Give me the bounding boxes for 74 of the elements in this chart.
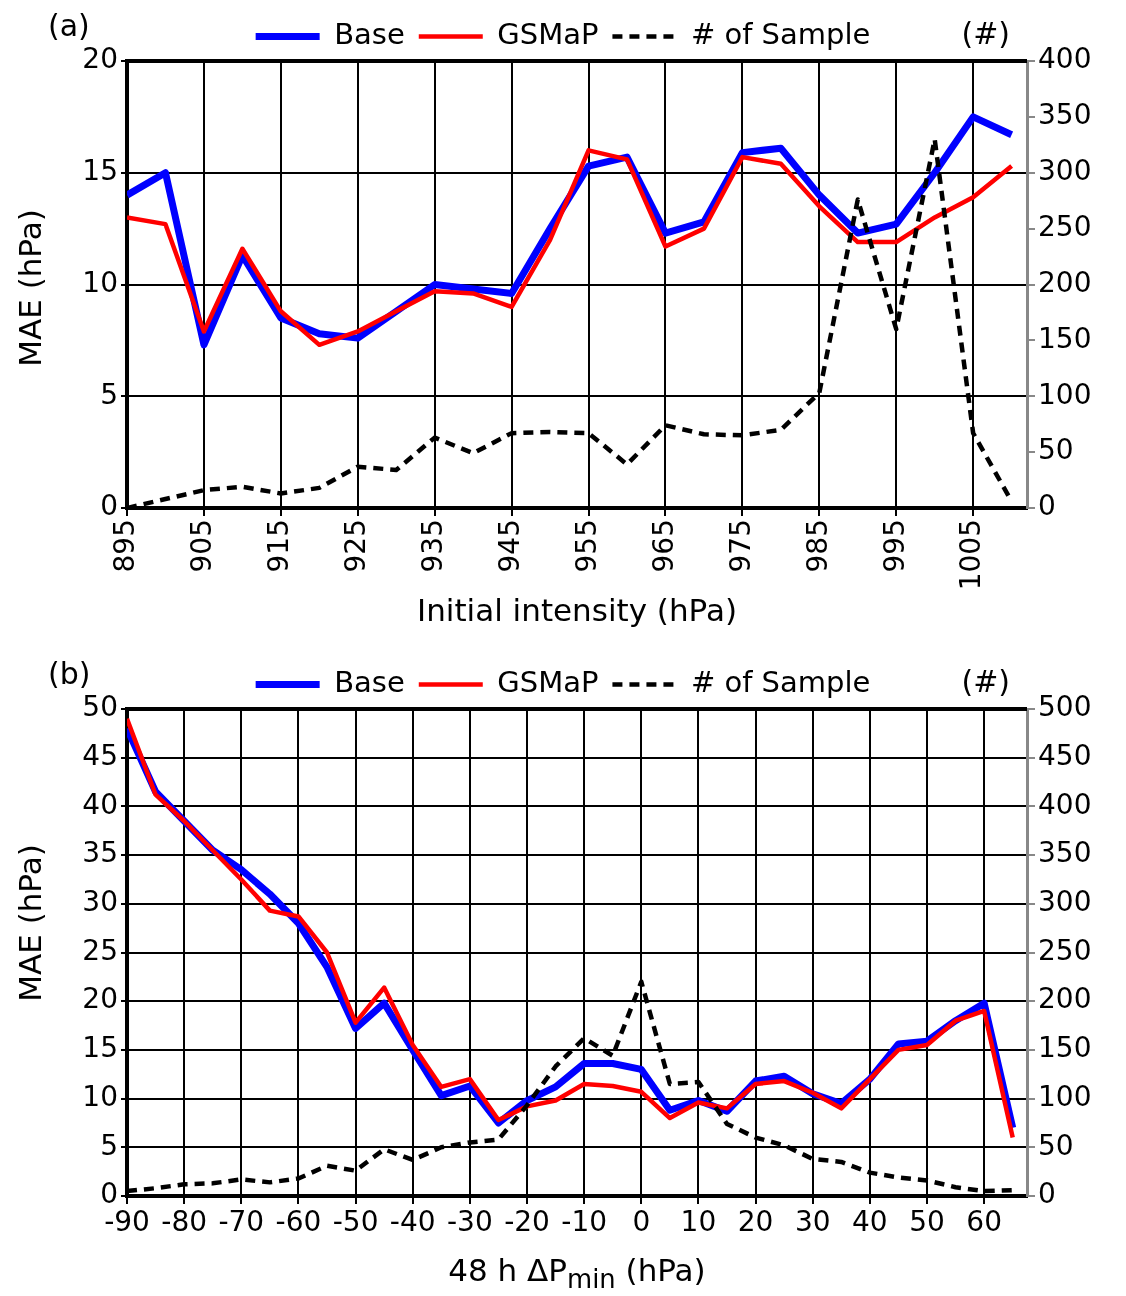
x-tick-label: 915 <box>262 519 296 573</box>
x-tick-label: -60 <box>275 1205 322 1239</box>
x-tick-label: 975 <box>723 519 757 573</box>
y2-tick-label: 500 <box>1038 690 1092 724</box>
y2-tick-label: 0 <box>1038 489 1056 523</box>
y-axis-title: MAE (hPa) <box>12 843 48 1004</box>
x-tick-label: 0 <box>632 1205 651 1239</box>
y2-axis-title: (#) <box>961 663 1010 699</box>
y-tick-label: 10 <box>82 1079 118 1113</box>
y2-tick-label: 350 <box>1038 836 1092 870</box>
text: (a) <box>48 7 90 43</box>
x-tick-label: -30 <box>446 1205 493 1239</box>
y2-tick-label: 400 <box>1038 787 1092 821</box>
legend-label: GSMaP <box>497 665 599 700</box>
x-tick-label: 50 <box>909 1205 945 1239</box>
y-tick-label: 20 <box>82 982 118 1016</box>
y2-tick-label: 450 <box>1038 738 1092 772</box>
y-tick-label: 40 <box>82 787 118 821</box>
y-tick-label: 35 <box>82 836 118 870</box>
legend-label: # of Sample <box>690 665 871 700</box>
y2-tick-label: 0 <box>1038 1177 1056 1211</box>
y2-tick-label: 250 <box>1038 209 1092 243</box>
x-tick-label: -20 <box>504 1205 550 1239</box>
y2-tick-label: 300 <box>1038 154 1092 188</box>
legend-label: GSMaP <box>497 17 599 52</box>
y2-tick-label: 350 <box>1038 98 1092 132</box>
y2-tick-label: 300 <box>1038 885 1092 919</box>
y-tick-label: 30 <box>82 885 118 919</box>
y-tick-label: 45 <box>82 738 118 772</box>
x-axis-title: 48 h ΔP$_{min}$ (hPa) <box>447 1252 707 1295</box>
x-tick-label: 925 <box>339 519 373 573</box>
y2-tick-label: 400 <box>1038 42 1092 76</box>
legend-label: # of Sample <box>690 17 871 52</box>
x-tick-label: -80 <box>161 1205 208 1239</box>
y2-tick-label: 150 <box>1038 321 1092 355</box>
y-tick-label: 15 <box>82 154 118 188</box>
legend-label: Base <box>334 17 405 52</box>
y-axis-title: MAE (hPa) <box>12 208 48 369</box>
y-tick-label: 25 <box>82 933 118 967</box>
x-tick-label: 1005 <box>954 519 988 591</box>
y2-tick-label: 200 <box>1038 982 1092 1016</box>
x-tick-label: 40 <box>852 1205 888 1239</box>
x-tick-label: 955 <box>569 519 603 573</box>
legend-label: Base <box>334 665 405 700</box>
x-tick-label: 965 <box>646 519 680 573</box>
y2-tick-label: 50 <box>1038 1128 1074 1162</box>
y-tick-label: 5 <box>100 377 118 411</box>
x-tick-label: 10 <box>680 1205 717 1239</box>
x-tick-label: 20 <box>737 1205 774 1239</box>
x-tick-label: -40 <box>389 1205 436 1239</box>
y-tick-label: 20 <box>82 42 118 76</box>
y2-tick-label: 50 <box>1038 433 1074 467</box>
y2-tick-label: 200 <box>1038 265 1092 299</box>
x-tick-label: 30 <box>794 1205 831 1239</box>
x-tick-label: 995 <box>877 519 911 573</box>
x-tick-label: 945 <box>492 519 526 573</box>
y-tick-label: 15 <box>82 1031 118 1065</box>
y-tick-label: 10 <box>82 265 118 299</box>
y-tick-label: 5 <box>100 1128 118 1162</box>
y2-tick-label: 150 <box>1038 1031 1092 1065</box>
text: (b) <box>48 655 91 691</box>
x-tick-label: 905 <box>185 519 219 573</box>
x-tick-label: 935 <box>415 519 449 573</box>
x-axis-title: Initial intensity (hPa) <box>416 592 738 628</box>
x-tick-label: -70 <box>218 1205 265 1239</box>
y2-tick-label: 250 <box>1038 933 1092 967</box>
x-tick-label: -10 <box>561 1205 608 1239</box>
x-tick-label: -50 <box>332 1205 379 1239</box>
x-tick-label: 985 <box>800 519 834 573</box>
y2-tick-label: 100 <box>1038 1079 1092 1113</box>
y2-axis-title: (#) <box>961 15 1010 51</box>
y2-tick-label: 100 <box>1038 377 1092 411</box>
y-tick-label: 50 <box>82 690 118 724</box>
x-tick-label: 60 <box>966 1205 1002 1239</box>
